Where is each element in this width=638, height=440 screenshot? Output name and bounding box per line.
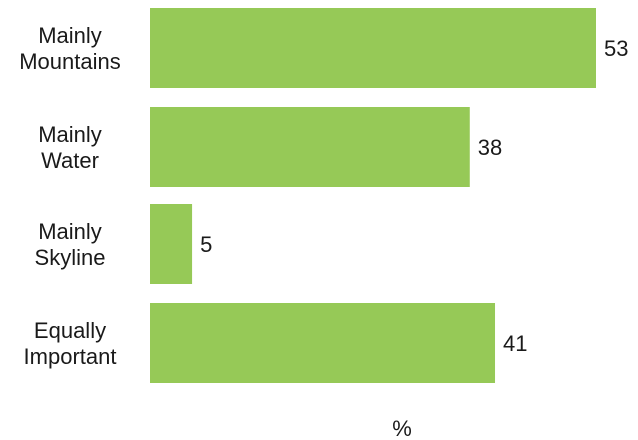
- x-axis-label: %: [392, 416, 412, 440]
- category-label-line: Equally: [34, 318, 106, 343]
- value-labels: 53 38 5 41: [200, 36, 628, 356]
- bars-layer: [150, 8, 596, 383]
- category-label-3: Equally Important: [24, 318, 117, 369]
- category-label-line: Mainly: [38, 23, 102, 48]
- category-label-line: Mainly: [38, 122, 102, 147]
- category-label-line: Water: [41, 148, 99, 173]
- category-label-line: Mountains: [19, 49, 121, 74]
- category-label-line: Important: [24, 344, 117, 369]
- value-label-1: 38: [478, 135, 502, 160]
- category-label-1: Mainly Water: [38, 122, 102, 173]
- bar-0: [150, 8, 596, 88]
- bar-3: [150, 303, 496, 383]
- bar-1: [150, 107, 470, 187]
- category-label-line: Skyline: [35, 245, 106, 270]
- value-label-3: 41: [503, 331, 527, 356]
- value-label-0: 53: [604, 36, 628, 61]
- category-label-2: Mainly Skyline: [35, 219, 106, 270]
- category-label-line: Mainly: [38, 219, 102, 244]
- value-label-2: 5: [200, 232, 212, 257]
- bar-2: [150, 204, 193, 284]
- category-label-0: Mainly Mountains: [19, 23, 121, 74]
